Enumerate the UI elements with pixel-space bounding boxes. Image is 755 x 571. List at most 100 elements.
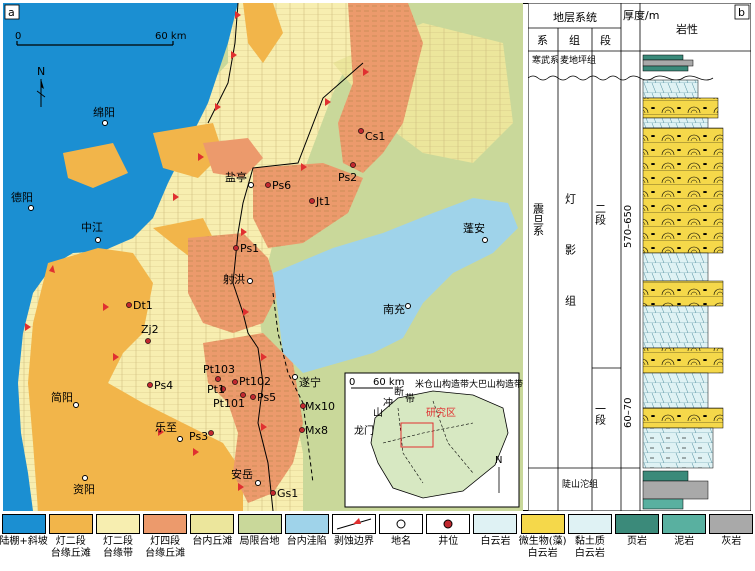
svg-text:0: 0: [15, 31, 21, 42]
legend-label: 微生物(藻) 白云岩: [518, 536, 567, 559]
place-ziyang: 资阳: [73, 483, 95, 496]
erosion-boundary: [207, 3, 364, 511]
svg-text:60 km: 60 km: [373, 377, 404, 388]
svg-text:系: 系: [537, 34, 548, 47]
legend-label: 白云岩: [480, 536, 511, 547]
legend-item: 灯二段 台缘丘滩: [40, 514, 102, 560]
legend-item: 黏土质 白云岩: [559, 514, 621, 560]
well-pt1: Pt1: [207, 383, 225, 396]
map-panel-label: a: [8, 6, 15, 19]
place-lezhi: 乐至: [155, 421, 177, 434]
legend-item: 台内丘滩: [181, 514, 243, 548]
place-deyang: 德阳: [11, 190, 33, 204]
legend-label: 井位: [438, 536, 459, 547]
legend-item: 页岩: [606, 514, 668, 548]
svg-text:带: 带: [405, 393, 415, 405]
legend-item: 井位: [417, 514, 479, 548]
legend-swatch: [379, 514, 424, 534]
well-mx8: Mx8: [305, 424, 328, 437]
legend-swatch: [331, 514, 376, 534]
legend-swatch: [520, 514, 565, 534]
legend-item: 灯二段 台缘带: [87, 514, 149, 560]
place-anyue: 安岳: [231, 467, 253, 481]
well-pt102: Pt102: [239, 375, 271, 388]
legend-label: 陆棚+斜坡: [0, 536, 48, 547]
well-ps3: Ps3: [189, 430, 208, 443]
place-yanting: 盐亭: [225, 170, 247, 184]
legend-swatch: [662, 514, 707, 534]
well-ps2: Ps2: [338, 171, 357, 184]
legend-label: 灯二段 台缘丘滩: [50, 536, 91, 559]
legend-item: 陆棚+斜坡: [0, 514, 55, 548]
scale-bar: 0 60 km: [15, 31, 186, 46]
legend-swatch: [143, 514, 188, 534]
well-pt103: Pt103: [203, 363, 235, 376]
legend-item: 灯四段 台缘丘滩: [134, 514, 196, 560]
well-ps6: Ps6: [272, 179, 291, 192]
place-zhongjiang: 中江: [81, 221, 103, 234]
north-arrow: N: [36, 65, 46, 107]
svg-text:山: 山: [373, 407, 383, 419]
thickness2-label: 570–650: [623, 205, 634, 248]
legend-label: 局限台地: [239, 536, 280, 547]
well-markers: [126, 128, 364, 496]
place-mianyang: 绵阳: [93, 105, 115, 119]
sinian-label: 震旦系: [532, 203, 545, 236]
svg-text:冲: 冲: [383, 396, 393, 409]
well-zj2: Zj2: [141, 323, 159, 336]
legend-label: 地名: [391, 536, 412, 547]
stratigraphic-column: b 地层系统 厚度/m 岩性 系 组 段 寒武系 麦地坪组 震旦系 灯影组 二段…: [528, 3, 751, 511]
legend-swatch: [237, 514, 282, 534]
legend-swatch: [1, 514, 46, 534]
legend-item: 剥蚀边界: [323, 514, 385, 548]
svg-text:60 km: 60 km: [155, 31, 186, 42]
svg-text:N: N: [495, 455, 502, 466]
maidiping-label: 麦地坪组: [560, 54, 596, 66]
legend-label: 灯四段 台缘丘滩: [145, 536, 186, 559]
town-markers: [28, 120, 488, 486]
legend-swatch: [48, 514, 93, 534]
legend-label: 泥岩: [674, 536, 695, 547]
legend-item: 台内洼陷: [276, 514, 338, 548]
svg-text:段: 段: [600, 33, 611, 47]
svg-text:断: 断: [394, 385, 404, 398]
well-ps5: Ps5: [257, 391, 276, 404]
map-legend: 陆棚+斜坡 灯二段 台缘丘滩 灯二段 台缘带 灯四段 台缘丘滩 台内丘滩 局限台地 台内洼陷…: [0, 514, 755, 571]
legend-label: 台内洼陷: [286, 536, 327, 547]
svg-text:N: N: [37, 65, 45, 78]
place-pengan: 蓬安: [463, 221, 485, 235]
place-shehong: 射洪: [223, 272, 245, 286]
legend-swatch: [473, 514, 518, 534]
legend-label: 灰岩: [721, 536, 742, 547]
doushantuo-label: 陡山沱组: [562, 478, 598, 490]
cambrian-label: 寒武系: [532, 54, 559, 66]
legend-swatch: [709, 514, 754, 534]
well-cs1: Cs1: [365, 130, 385, 143]
legend-swatch: [567, 514, 612, 534]
paleogeography-map: a 0 60 km N 绵阳 德阳 中江 盐亭 射洪 蓬安 南充 遂宁 简阳 乐…: [3, 3, 523, 511]
legend-swatch: [615, 514, 660, 534]
legend-label: 灯二段 台缘带: [102, 536, 133, 559]
legend-swatch: [426, 514, 471, 534]
place-nanchong: 南充: [383, 302, 405, 316]
member2-label: 二段: [594, 203, 607, 226]
well-gs1: Gs1: [277, 487, 298, 500]
lithology-log: [642, 54, 724, 510]
svg-text:龙门: 龙门: [354, 424, 374, 437]
dengying-label: 灯影组: [564, 193, 577, 346]
svg-text:厚度/m: 厚度/m: [623, 8, 659, 22]
thickness1-label: 60–70: [623, 398, 634, 428]
well-jt1: Jt1: [315, 195, 331, 208]
well-dt1: Dt1: [133, 299, 153, 312]
legend-item: 灰岩: [700, 514, 755, 548]
place-suining: 遂宁: [299, 375, 321, 389]
legend-label: 剥蚀边界: [333, 536, 374, 547]
legend-swatch: [95, 514, 140, 534]
well-mx10: Mx10: [305, 400, 335, 413]
inset-study-area: 研究区: [426, 406, 456, 419]
well-pt101: Pt101: [213, 397, 245, 410]
column-panel-label: b: [738, 6, 745, 19]
intraplatform-depression: [273, 198, 518, 373]
legend-item: 白云岩: [464, 514, 526, 548]
legend-item: 地名: [370, 514, 432, 548]
